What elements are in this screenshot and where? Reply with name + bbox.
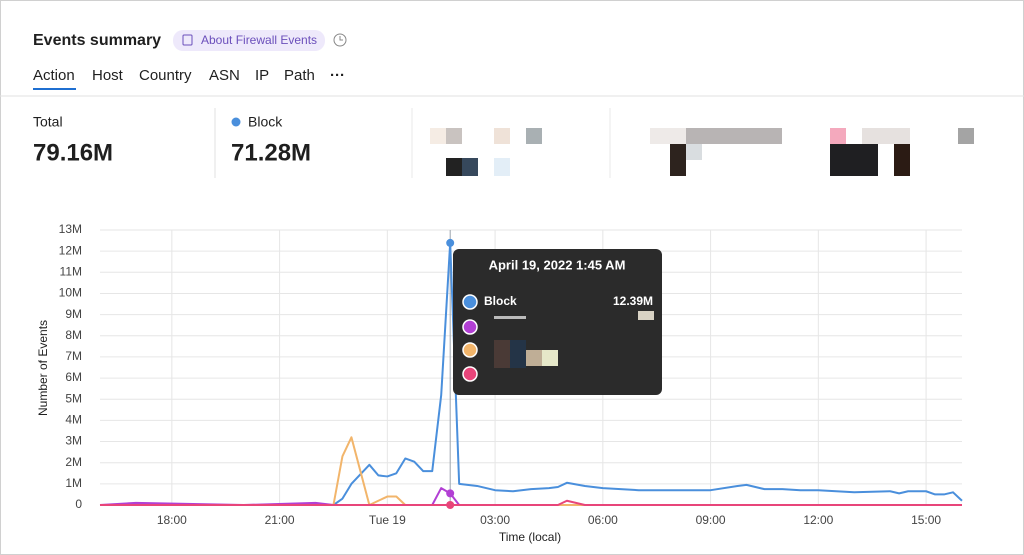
y-tick-label: 11M — [60, 264, 82, 278]
y-tick-label: 5M — [65, 391, 82, 405]
x-tick-label: 12:00 — [803, 513, 833, 527]
y-tick-label: 13M — [59, 222, 82, 236]
tab[interactable]: Path — [284, 67, 315, 84]
clock-icon[interactable] — [333, 33, 347, 47]
tab[interactable]: Action — [33, 67, 75, 84]
y-tick-label: 2M — [65, 455, 82, 469]
tab[interactable]: ASN — [209, 67, 240, 84]
tooltip-value: 12.39M — [613, 294, 653, 308]
redacted — [638, 311, 654, 320]
tabs: Action Host Country ASN IP Path — [33, 67, 315, 84]
redacted — [494, 316, 526, 319]
hover-point — [446, 238, 455, 247]
tooltip-series: Block — [484, 294, 517, 308]
y-tick-label: 9M — [65, 307, 82, 321]
x-tick-label: 03:00 — [480, 513, 510, 527]
series-line — [100, 499, 962, 506]
stat-label: Block — [248, 114, 283, 130]
stat-value: 71.28M — [231, 139, 311, 166]
redacted — [494, 340, 510, 368]
tooltip-dot — [462, 366, 478, 382]
tooltip: April 19, 2022 1:45 AM Block 12.39M — [453, 249, 662, 395]
stat-dot — [231, 117, 241, 127]
tab[interactable]: IP — [255, 67, 269, 84]
y-tick-label: 12M — [59, 243, 82, 257]
tooltip-dot — [462, 342, 478, 358]
y-tick-label: 8M — [65, 328, 82, 342]
y-tick-label: 7M — [65, 349, 82, 363]
plot: 0 1M 2M 3M 4M 5M 6M 7M 8M 9M 10M 11M 12M 13M 18:00 21:0… — [59, 222, 963, 527]
tab[interactable]: Host — [92, 67, 124, 84]
redacted — [526, 350, 542, 366]
title: Events summary — [33, 32, 161, 49]
tooltip-title: April 19, 2022 1:45 AM — [489, 257, 626, 272]
x-tick-label: 21:00 — [265, 513, 295, 527]
active-tab-underline — [33, 88, 76, 90]
hover-point — [446, 501, 455, 509]
x-tick-label: 15:00 — [911, 513, 941, 527]
y-tick-label: 3M — [65, 434, 82, 448]
redacted — [542, 350, 558, 366]
stat-label: Total — [33, 114, 63, 130]
tab[interactable]: Country — [139, 67, 192, 84]
book-icon — [182, 34, 193, 46]
tooltip-dot — [462, 319, 478, 335]
y-tick-label: 4M — [65, 413, 82, 427]
series-line — [100, 241, 963, 506]
redacted-stats — [430, 128, 974, 176]
x-tick-label: 09:00 — [696, 513, 726, 527]
info-pill[interactable] — [173, 30, 325, 51]
redacted — [510, 340, 526, 368]
y-tick-label: 6M — [65, 370, 82, 384]
info-link[interactable]: About Firewall Events — [201, 33, 317, 47]
x-tick-label: 18:00 — [157, 513, 187, 527]
x-axis-label: Time (local) — [499, 530, 561, 544]
clock-hands — [339, 36, 343, 41]
y-tick-label: 10M — [59, 286, 82, 300]
hover-point — [446, 489, 455, 498]
y-tick-label: 0 — [75, 497, 82, 511]
y-axis-label: Number of Events — [36, 320, 50, 416]
x-tick-label: Tue 19 — [369, 513, 406, 527]
stat-value: 79.16M — [33, 139, 113, 166]
x-tick-label: 06:00 — [588, 513, 618, 527]
more-tabs[interactable]: ··· — [330, 67, 345, 84]
y-tick-label: 1M — [65, 476, 82, 490]
tooltip-dot — [462, 294, 478, 310]
